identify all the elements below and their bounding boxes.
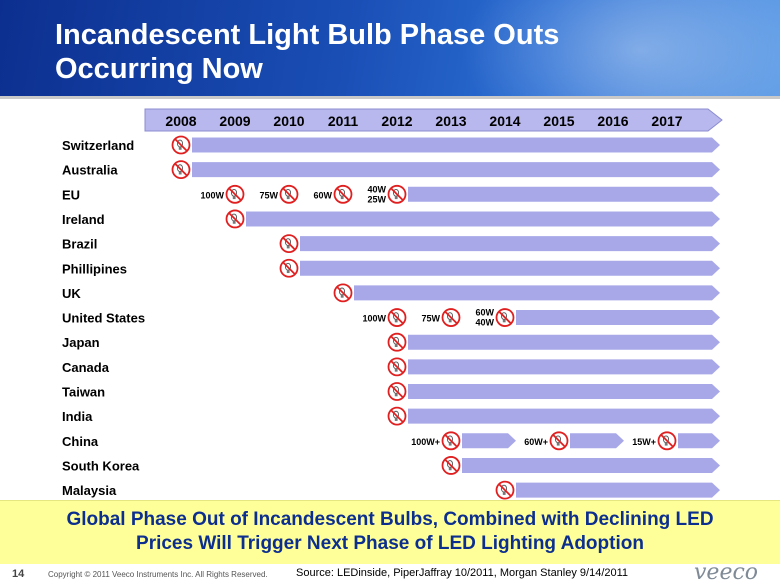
country-label-canada: Canada: [62, 360, 110, 375]
phase-bar-united-states-3: [516, 310, 720, 326]
ban-bulb-icon-eu-2010: [279, 184, 299, 204]
year-label-2011: 2011: [328, 113, 359, 129]
year-label-2012: 2012: [381, 113, 412, 129]
ban-bulb-icon-phillipines-2010: [279, 258, 299, 278]
year-label-2009: 2009: [219, 113, 250, 129]
footer: 14 Copyright © 2011 Veeco Instruments In…: [0, 560, 780, 585]
wattage-label-china-2013: 100W+: [411, 437, 440, 447]
year-label-2010: 2010: [273, 113, 304, 129]
slide-title: Incandescent Light Bulb Phase Outs Occur…: [55, 18, 715, 86]
country-label-switzerland: Switzerland: [62, 138, 134, 153]
country-label-ireland: Ireland: [62, 212, 105, 227]
ban-bulb-icon-brazil-2010: [279, 234, 299, 254]
ban-bulb-icon-south-korea-2013: [441, 456, 461, 475]
phase-bar-canada-1: [408, 359, 720, 375]
ban-bulb-icon-united-states-2013: [441, 308, 461, 327]
page-number: 14: [12, 568, 25, 580]
year-label-2015: 2015: [543, 113, 574, 129]
phase-bar-phillipines-1: [300, 260, 720, 276]
phase-bar-switzerland-1: [192, 137, 720, 153]
phase-bar-brazil-1: [300, 236, 720, 252]
country-label-phillipines: Phillipines: [62, 261, 127, 276]
ban-bulb-icon-taiwan-2012: [387, 382, 407, 401]
ban-bulb-icon-canada-2012: [387, 357, 407, 377]
wattage-label-china-2017: 15W+: [632, 437, 656, 447]
copyright-text: Copyright © 2011 Veeco Instruments Inc. …: [48, 570, 268, 579]
source-citation: Source: LEDinside, PiperJaffray 10/2011,…: [296, 567, 629, 579]
year-label-2008: 2008: [165, 113, 196, 129]
conclusion-line-1: Global Phase Out of Incandescent Bulbs, …: [66, 509, 714, 530]
ban-bulb-icon-eu-2011: [333, 184, 353, 204]
year-label-2017: 2017: [651, 113, 682, 129]
ban-bulb-icon-india-2012: [387, 406, 407, 426]
wattage-label-eu-2009: 100W: [200, 190, 224, 200]
phase-bar-india-1: [408, 408, 720, 424]
country-label-south-korea: South Korea: [62, 458, 140, 473]
country-label-uk: UK: [62, 286, 81, 301]
wattage-label-united-states-2014: 60W 40W: [475, 308, 494, 328]
phase-bar-china-1: [462, 433, 516, 449]
country-label-australia: Australia: [62, 163, 118, 178]
ban-bulb-icon-switzerland-2008: [171, 135, 191, 155]
country-label-japan: Japan: [62, 335, 100, 350]
wattage-label-china-2015: 60W+: [524, 437, 548, 447]
country-label-india: India: [62, 409, 93, 424]
wattage-label-eu-2010: 75W: [259, 190, 278, 200]
ban-bulb-icon-eu-2009: [225, 184, 245, 204]
wattage-label-eu-2011: 60W: [313, 190, 332, 200]
phase-bar-taiwan-1: [408, 384, 720, 399]
header-shine: [460, 0, 780, 96]
year-label-2016: 2016: [597, 113, 628, 129]
country-label-taiwan: Taiwan: [62, 385, 105, 400]
wattage-label-united-states-2013: 75W: [421, 314, 440, 324]
year-label-2014: 2014: [489, 113, 520, 129]
ban-bulb-icon-united-states-2012: [387, 308, 407, 327]
veeco-logo: veeco: [694, 560, 759, 585]
header-divider: [0, 96, 780, 99]
year-header-bar: [144, 108, 723, 132]
ban-bulb-icon-japan-2012: [387, 332, 407, 352]
phase-bar-china-3: [678, 433, 720, 449]
country-label-malaysia: Malaysia: [62, 483, 117, 498]
ban-bulb-icon-united-states-2014: [495, 308, 515, 327]
ban-bulb-icon-uk-2011: [333, 283, 353, 303]
conclusion-banner: Global Phase Out of Incandescent Bulbs, …: [0, 500, 780, 565]
phase-bar-japan-1: [408, 334, 720, 350]
ban-bulb-icon-malaysia-2014: [495, 480, 515, 500]
title-line-2: Occurring Now: [55, 53, 263, 85]
ban-bulb-icon-china-2015: [549, 431, 569, 451]
phase-bar-ireland-1: [246, 211, 720, 227]
title-line-1: Incandescent Light Bulb Phase Outs: [55, 19, 560, 51]
conclusion-line-2: Prices Will Trigger Next Phase of LED Li…: [136, 533, 644, 554]
country-label-china: China: [62, 434, 99, 449]
country-label-eu: EU: [62, 187, 80, 202]
phase-bar-china-2: [570, 433, 624, 449]
phase-bar-eu-4: [408, 186, 720, 202]
ban-bulb-icon-eu-2012: [387, 184, 407, 204]
year-label-2013: 2013: [435, 113, 466, 129]
country-label-united-states: United States: [62, 311, 145, 326]
header-band: Incandescent Light Bulb Phase Outs Occur…: [0, 0, 780, 96]
phase-bar-australia-1: [192, 162, 720, 178]
conclusion-text: Global Phase Out of Incandescent Bulbs, …: [10, 508, 770, 556]
phase-out-timeline-chart: 2008 2009 2010 2011 2012 2013 2014 2015 2016 2017…: [62, 108, 723, 500]
ban-bulb-icon-australia-2008: [171, 160, 191, 180]
ban-bulb-icon-ireland-2009: [225, 209, 245, 229]
phase-bar-south-korea-1: [462, 457, 720, 473]
ban-bulb-icon-china-2017: [657, 431, 677, 451]
wattage-label-eu-2012: 40W 25W: [367, 184, 386, 204]
phase-bar-malaysia-1: [516, 482, 720, 498]
country-label-brazil: Brazil: [62, 237, 97, 252]
wattage-label-united-states-2012: 100W: [362, 314, 386, 324]
ban-bulb-icon-china-2013: [441, 431, 461, 451]
phase-bar-uk-1: [354, 285, 720, 301]
